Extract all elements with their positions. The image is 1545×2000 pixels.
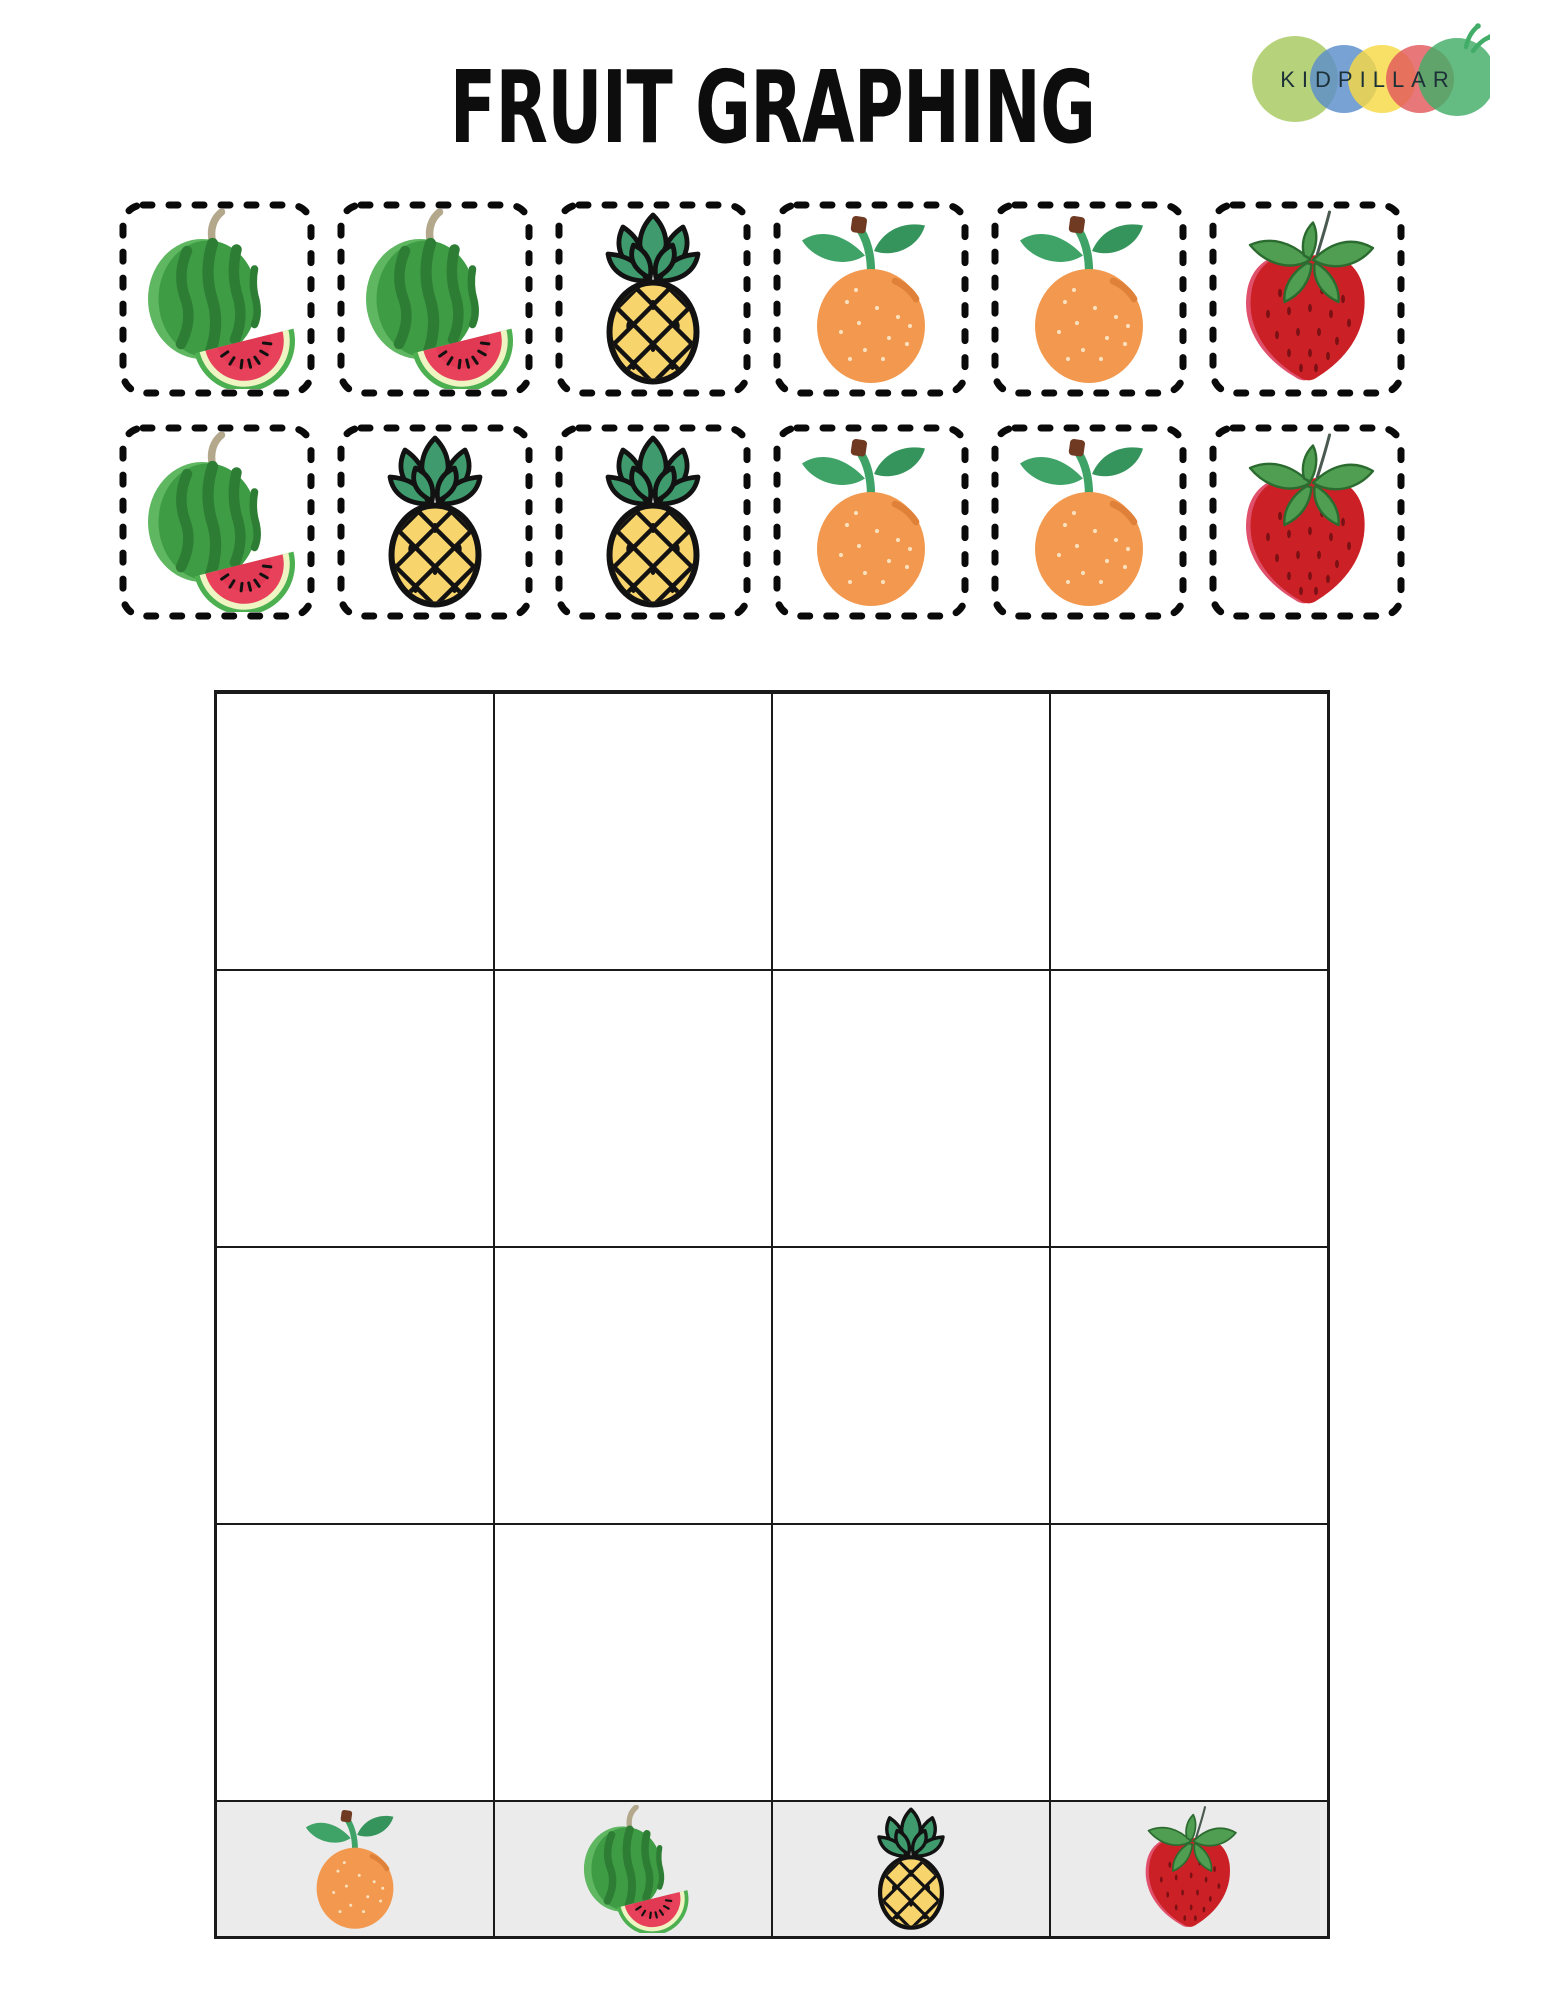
graph-column-label-watermelon [493, 1802, 771, 1936]
watermelon-icon [127, 432, 307, 612]
graph-cell-r4c1 [217, 1525, 493, 1800]
fruit-card-strawberry [1208, 423, 1406, 621]
fruit-card-pineapple [554, 423, 752, 621]
graph-row [217, 1246, 1327, 1523]
fruit-card-orange [772, 423, 970, 621]
pineapple-icon [345, 432, 525, 612]
fruit-card-watermelon [336, 200, 534, 398]
graph-row [217, 1523, 1327, 1800]
pineapple-icon [847, 1805, 975, 1933]
graph-cell-r2c4 [1049, 971, 1327, 1246]
strawberry-icon [1217, 432, 1397, 612]
orange-icon [781, 209, 961, 389]
fruit-card-watermelon [118, 423, 316, 621]
watermelon-icon [127, 209, 307, 389]
page-title: FRUIT GRAPHING [449, 49, 1096, 166]
graph-row [217, 694, 1327, 969]
strawberry-icon [1217, 209, 1397, 389]
graph-cell-r1c4 [1049, 694, 1327, 969]
graph-column-label-strawberry [1049, 1802, 1327, 1936]
fruit-card-watermelon [118, 200, 316, 398]
fruit-card-orange [990, 200, 1188, 398]
logo-text: KIDPILLAR [1280, 67, 1456, 92]
orange-icon [291, 1805, 419, 1933]
watermelon-icon [569, 1805, 697, 1933]
graph-cell-r3c1 [217, 1248, 493, 1523]
fruit-card-strawberry [1208, 200, 1406, 398]
pineapple-icon [563, 432, 743, 612]
graph-cell-r4c2 [493, 1525, 771, 1800]
graph-row [217, 969, 1327, 1246]
orange-icon [999, 432, 1179, 612]
graph-label-row [217, 1800, 1327, 1936]
graph-column-label-orange [217, 1802, 493, 1936]
kidpillar-logo: KIDPILLAR [1250, 20, 1496, 132]
orange-icon [999, 209, 1179, 389]
fruit-card-pineapple [336, 423, 534, 621]
fruit-card-orange [772, 200, 970, 398]
graph-cell-r2c2 [493, 971, 771, 1246]
logo-circles-icon [1252, 36, 1496, 122]
graph-cell-r4c4 [1049, 1525, 1327, 1800]
graphing-grid [214, 690, 1330, 1939]
graph-cell-r1c1 [217, 694, 493, 969]
fruit-card-pineapple [554, 200, 752, 398]
graph-column-label-pineapple [771, 1802, 1049, 1936]
orange-icon [781, 432, 961, 612]
graph-cell-r3c4 [1049, 1248, 1327, 1523]
pineapple-icon [563, 209, 743, 389]
graph-cell-r2c3 [771, 971, 1049, 1246]
graph-cell-r1c3 [771, 694, 1049, 969]
watermelon-icon [345, 209, 525, 389]
graph-cell-r3c3 [771, 1248, 1049, 1523]
graph-cell-r4c3 [771, 1525, 1049, 1800]
strawberry-icon [1125, 1805, 1253, 1933]
graph-cell-r2c1 [217, 971, 493, 1246]
graph-cell-r3c2 [493, 1248, 771, 1523]
fruit-card-orange [990, 423, 1188, 621]
kidpillar-logo-graphic: KIDPILLAR [1252, 23, 1496, 122]
graph-cell-r1c2 [493, 694, 771, 969]
